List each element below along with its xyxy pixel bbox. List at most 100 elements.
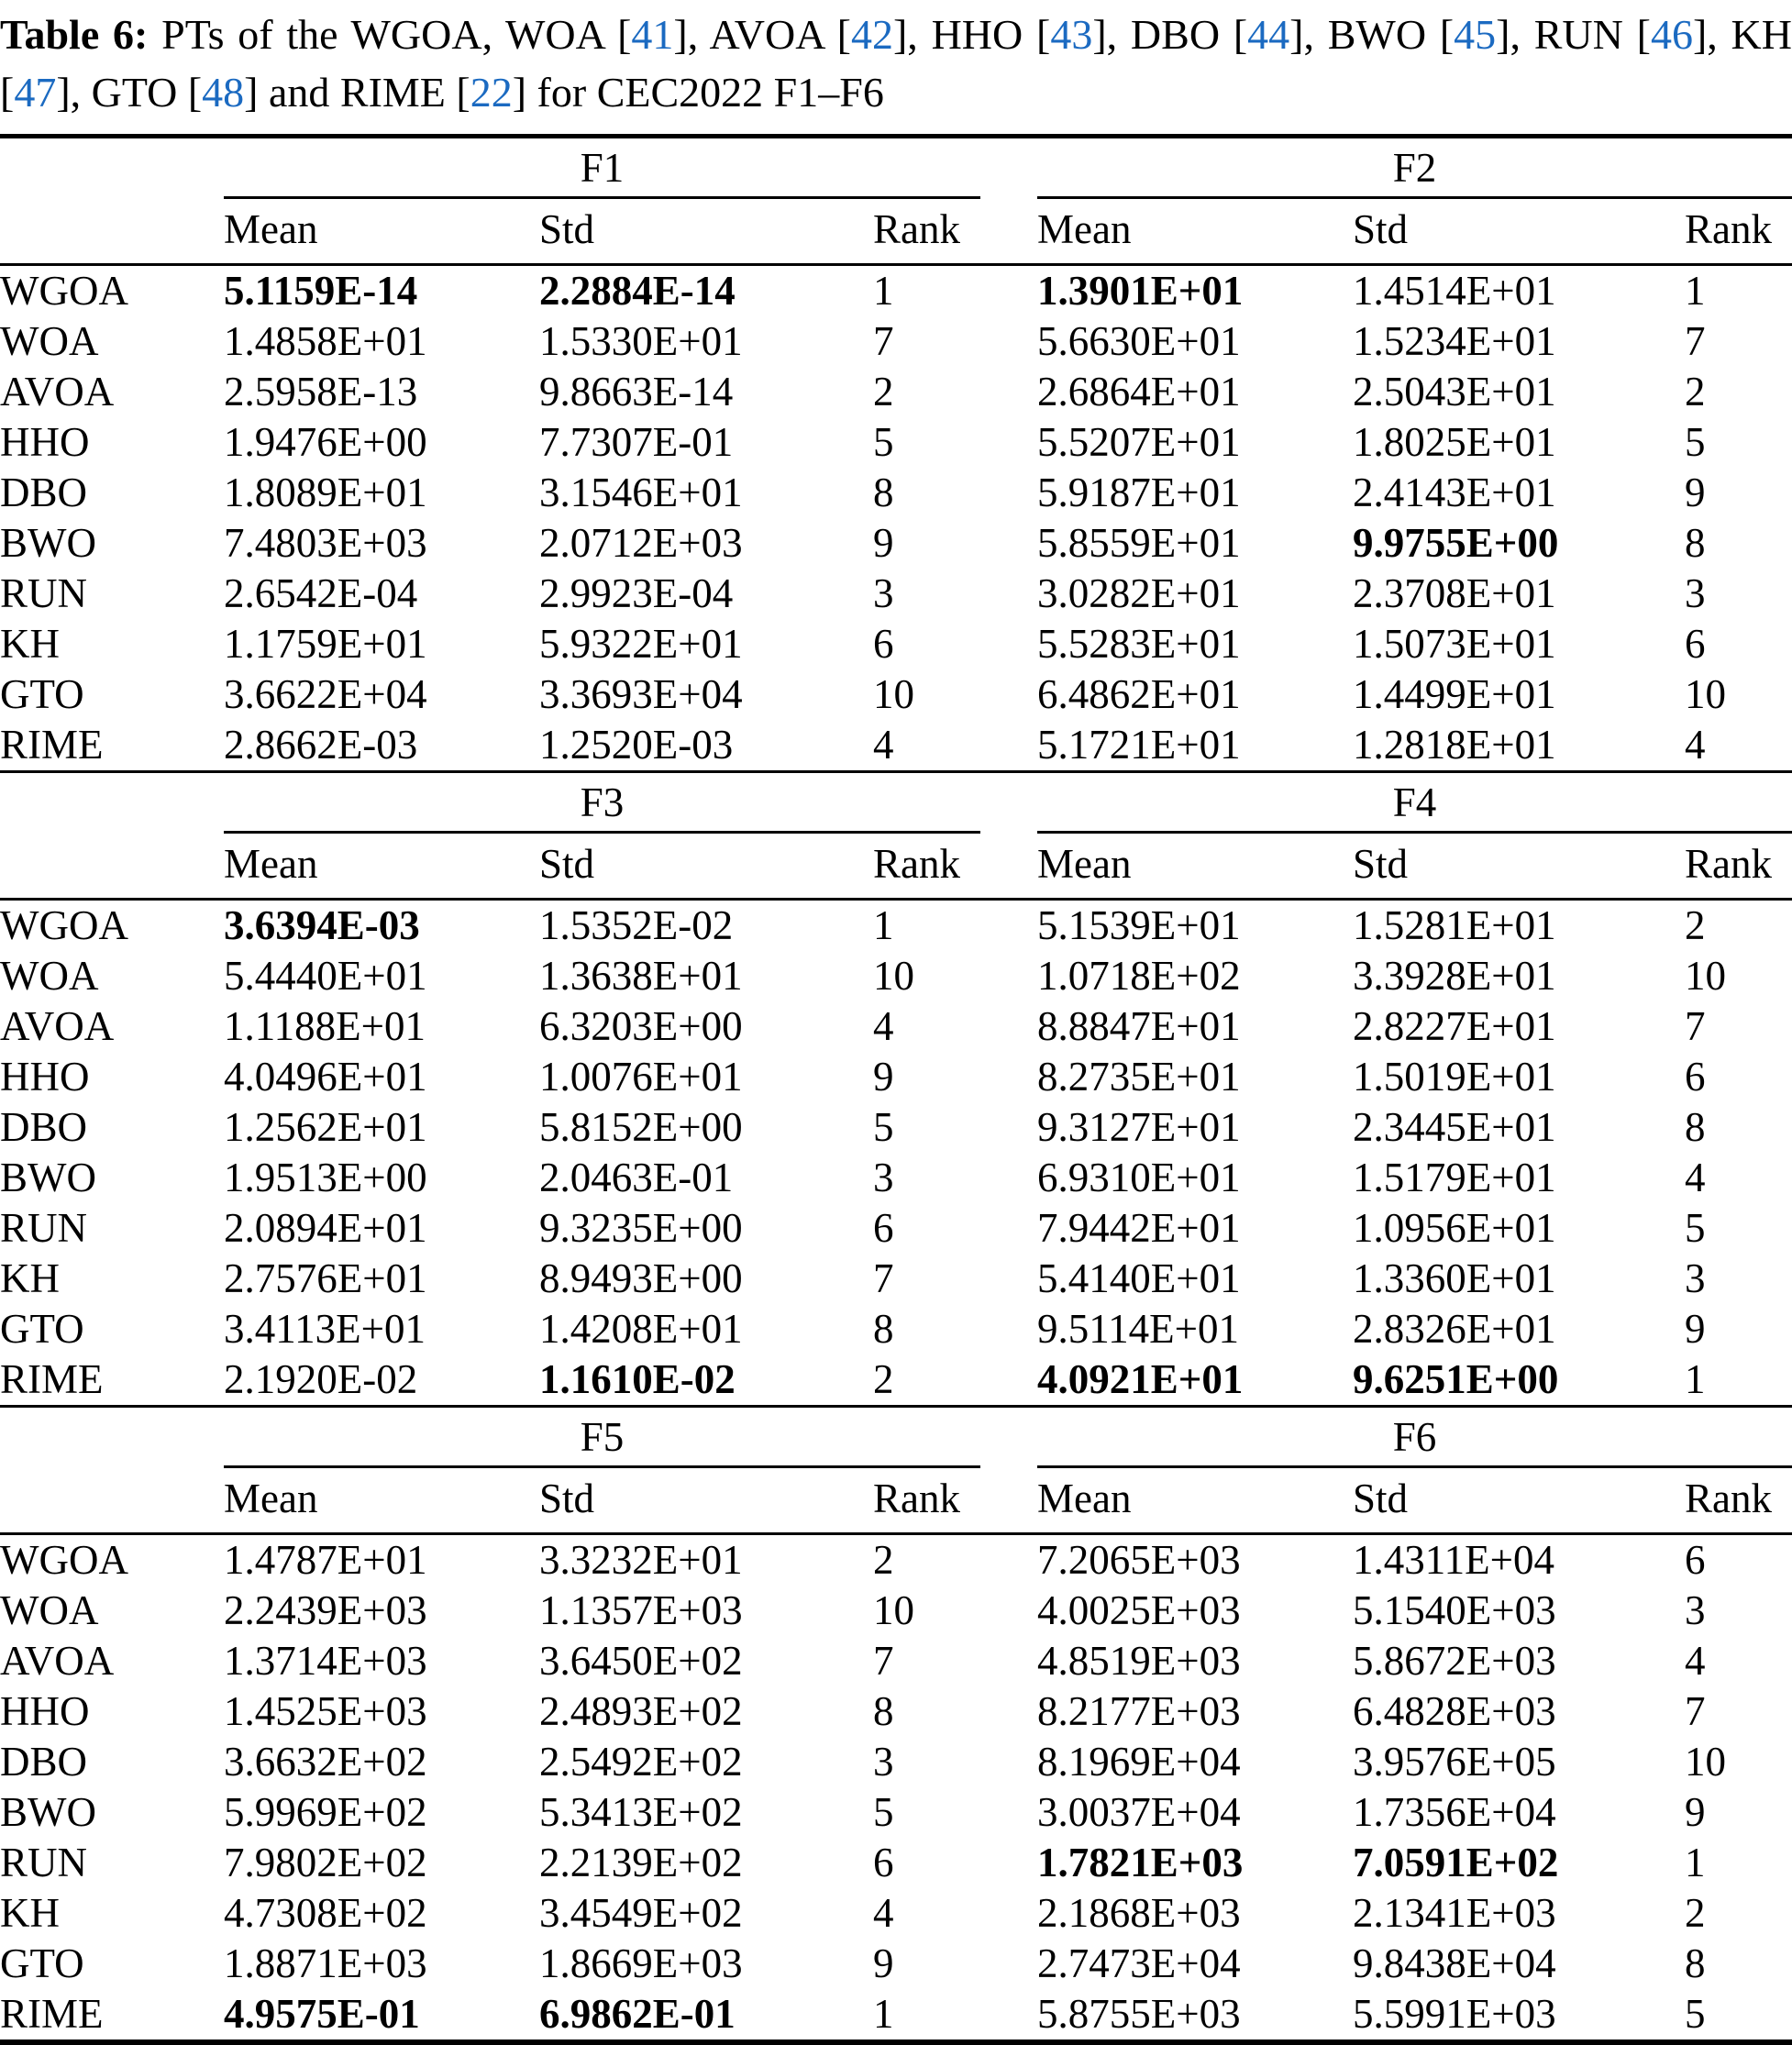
caption-segment[interactable]: 42: [850, 11, 893, 58]
mean-value: 4.9575E-01: [224, 1991, 420, 2037]
mean-value: 2.8662E-03: [224, 722, 418, 768]
rank-value: 10: [873, 1587, 914, 1633]
gap-cell: [980, 900, 1037, 952]
rank-value: 9: [1685, 1789, 1706, 1835]
std-header: Std: [1353, 832, 1685, 901]
caption-segment[interactable]: 45: [1454, 11, 1497, 58]
rank-value: 5: [873, 419, 894, 465]
std-value: 3.3232E+01: [539, 1537, 743, 1583]
gap-cell: [980, 619, 1037, 669]
empty-cell: [0, 1466, 224, 1535]
rank-header: Rank: [873, 1466, 980, 1535]
function-label-row: F1 F2: [0, 136, 1792, 199]
rank-value: 4: [873, 1003, 894, 1049]
table-caption: Table 6: PTs of the WGOA, WOA [41], AVOA…: [0, 0, 1792, 121]
caption-segment: ], RUN [: [1496, 11, 1651, 58]
std-value: 3.4549E+02: [539, 1890, 743, 1936]
rank-value: 3: [873, 1155, 894, 1200]
mean-value: 3.0037E+04: [1037, 1789, 1241, 1835]
table-row: KH 1.1759E+01 5.9322E+01 6 5.5283E+01 1.…: [0, 619, 1792, 669]
std-header: Std: [1353, 1466, 1685, 1535]
caption-segment: ], GTO [: [56, 69, 203, 116]
gap-cell: [980, 1686, 1037, 1737]
mean-value: 5.4440E+01: [224, 953, 427, 999]
table-row: AVOA 2.5958E-13 9.8663E-14 2 2.6864E+01 …: [0, 367, 1792, 417]
gap-cell: [980, 1203, 1037, 1254]
rank-value: 10: [873, 671, 914, 717]
table-row: WGOA 1.4787E+01 3.3232E+01 2 7.2065E+03 …: [0, 1534, 1792, 1586]
gap-cell: [980, 1636, 1037, 1686]
table-row: RIME 4.9575E-01 6.9862E-01 1 5.8755E+03 …: [0, 1989, 1792, 2042]
std-value: 6.4828E+03: [1353, 1688, 1556, 1734]
gap-cell: [980, 1888, 1037, 1939]
gap-cell: [980, 1838, 1037, 1888]
caption-segment[interactable]: 41: [631, 11, 674, 58]
gap-cell: [980, 1304, 1037, 1354]
gap-cell: [980, 197, 1037, 266]
column-header-row: Mean Std Rank Mean Std Rank: [0, 1466, 1792, 1535]
mean-value: 5.1159E-14: [224, 268, 418, 314]
std-value: 1.8669E+03: [539, 1940, 743, 1986]
algorithm-name: AVOA: [0, 1638, 115, 1684]
mean-value: 4.0025E+03: [1037, 1587, 1241, 1633]
mean-value: 2.7576E+01: [224, 1255, 427, 1301]
mean-value: 8.2735E+01: [1037, 1054, 1241, 1100]
table-row: AVOA 1.3714E+03 3.6450E+02 7 4.8519E+03 …: [0, 1636, 1792, 1686]
rank-header: Rank: [873, 832, 980, 901]
function-label-f5: F5: [224, 1405, 980, 1468]
rank-value: 2: [1685, 369, 1706, 415]
std-value: 9.3235E+00: [539, 1205, 743, 1251]
std-value: 5.8672E+03: [1353, 1638, 1556, 1684]
mean-value: 3.4113E+01: [224, 1306, 426, 1352]
caption-segment[interactable]: 48: [202, 69, 245, 116]
algorithm-name: WOA: [0, 953, 99, 999]
std-value: 2.0712E+03: [539, 520, 743, 566]
std-value: 2.2139E+02: [539, 1840, 743, 1885]
gap-cell: [980, 316, 1037, 367]
caption-segment[interactable]: 44: [1247, 11, 1290, 58]
std-value: 1.5330E+01: [539, 318, 743, 364]
gap-cell: [980, 518, 1037, 569]
std-value: 5.5991E+03: [1353, 1991, 1556, 2037]
std-value: 9.6251E+00: [1353, 1356, 1559, 1402]
function-label-f2: F2: [1037, 136, 1792, 199]
caption-segment: ], DBO [: [1092, 11, 1248, 58]
mean-header: Mean: [1037, 1466, 1353, 1535]
std-value: 1.0956E+01: [1353, 1205, 1556, 1251]
table-row: DBO 1.2562E+01 5.8152E+00 5 9.3127E+01 2…: [0, 1102, 1792, 1153]
rank-value: 10: [1685, 671, 1726, 717]
algorithm-name: HHO: [0, 1688, 90, 1734]
empty-cell: [0, 137, 224, 198]
std-value: 1.3638E+01: [539, 953, 743, 999]
gap-cell: [980, 569, 1037, 619]
mean-value: 7.4803E+03: [224, 520, 427, 566]
function-label-row: F3 F4: [0, 770, 1792, 834]
caption-segment[interactable]: 46: [1650, 11, 1693, 58]
mean-value: 2.1868E+03: [1037, 1890, 1241, 1936]
mean-value: 9.3127E+01: [1037, 1104, 1241, 1150]
column-header-row: Mean Std Rank Mean Std Rank: [0, 832, 1792, 901]
rank-value: 2: [873, 1356, 894, 1402]
rank-value: 3: [1685, 1587, 1706, 1633]
rank-value: 3: [873, 1739, 894, 1785]
std-value: 1.1357E+03: [539, 1587, 743, 1633]
algorithm-name: WGOA: [0, 902, 128, 948]
std-value: 9.9755E+00: [1353, 520, 1559, 566]
mean-value: 8.2177E+03: [1037, 1688, 1241, 1734]
caption-segment[interactable]: 22: [470, 69, 513, 116]
std-value: 3.3928E+01: [1353, 953, 1556, 999]
mean-value: 5.5207E+01: [1037, 419, 1241, 465]
caption-segment[interactable]: 47: [14, 69, 57, 116]
caption-segment: Table 6:: [0, 11, 149, 58]
gap-cell: [980, 265, 1037, 317]
gap-cell: [980, 1939, 1037, 1989]
std-value: 7.0591E+02: [1353, 1840, 1559, 1885]
gap-cell: [980, 1787, 1037, 1838]
mean-value: 2.5958E-13: [224, 369, 418, 415]
mean-value: 1.0718E+02: [1037, 953, 1241, 999]
algorithm-name: GTO: [0, 1306, 84, 1352]
std-value: 1.1610E-02: [539, 1356, 736, 1402]
caption-segment[interactable]: 43: [1050, 11, 1093, 58]
std-header: Std: [539, 1466, 873, 1535]
gap-cell: [980, 1254, 1037, 1304]
